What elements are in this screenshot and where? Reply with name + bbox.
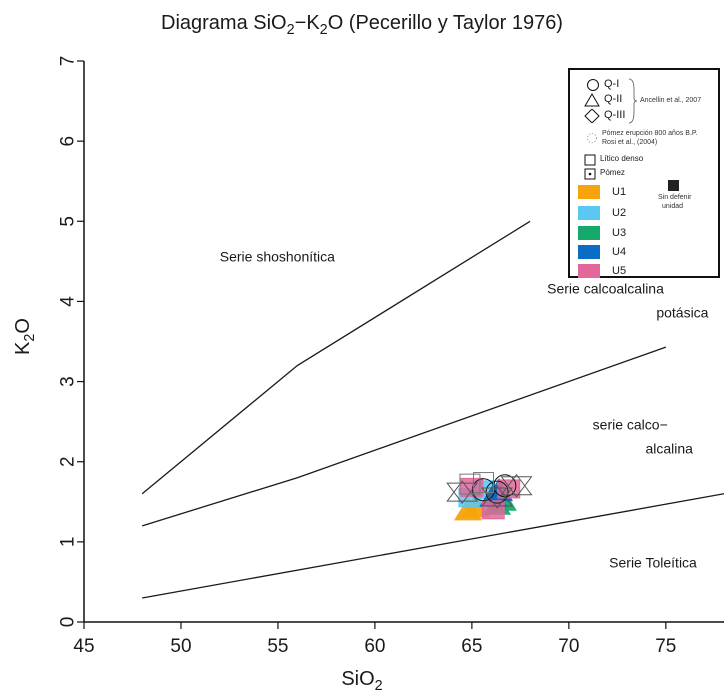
field-label: potásica — [656, 304, 708, 320]
data-point-u5 — [498, 480, 520, 498]
legend: Q-I Q-II Q-III Ancellin et al., 2007 Póm… — [568, 68, 720, 278]
swatch-u2 — [578, 206, 600, 220]
legend-q2: Q-II — [604, 93, 622, 105]
x-tick-label: 75 — [655, 636, 676, 657]
swatch-u5 — [578, 264, 600, 278]
legend-u1: U1 — [612, 186, 626, 198]
legend-u5: U5 — [612, 265, 626, 277]
legend-u4: U4 — [612, 246, 626, 258]
legend-pomez-rosi-1: Pómez erupción 800 años B.P. — [602, 130, 698, 138]
legend-q3: Q-III — [604, 109, 625, 121]
y-tick-label: 4 — [58, 296, 79, 307]
legend-q1: Q-I — [604, 78, 619, 90]
y-tick-label: 1 — [58, 537, 79, 548]
field-label: Serie Toleítica — [609, 555, 697, 571]
triangle-icon — [584, 93, 600, 107]
boundary-line — [142, 347, 666, 526]
x-tick-label: 65 — [461, 636, 482, 657]
legend-u3: U3 — [612, 227, 626, 239]
field-label: alcalina — [645, 441, 693, 457]
y-axis-label: K2O — [12, 318, 38, 355]
legend-sin-defenir-1: Sin defenir — [658, 194, 691, 202]
field-label: Serie calcoalcalina — [547, 280, 664, 296]
boundary-line — [142, 494, 724, 598]
y-tick-label: 5 — [58, 216, 79, 227]
x-tick-label: 60 — [364, 636, 385, 657]
legend-litico: Lítico denso — [600, 154, 643, 163]
y-tick-label: 6 — [58, 136, 79, 147]
y-tick-label: 2 — [58, 456, 79, 467]
legend-pomez-rosi-2: Rosi et al., (2004) — [602, 139, 657, 147]
legend-ancellin: Ancellin et al., 2007 — [640, 97, 701, 105]
dotted-square-icon — [584, 168, 596, 180]
circle-icon — [586, 78, 600, 92]
field-label: serie calco− — [593, 417, 668, 433]
legend-sin-defenir-2: unidad — [662, 203, 683, 211]
legend-u2: U2 — [612, 207, 626, 219]
swatch-sin-defenir — [668, 180, 679, 191]
x-axis-label: SiO2 — [341, 668, 382, 694]
x-tick-label: 45 — [73, 636, 94, 657]
y-tick-label: 7 — [58, 56, 79, 67]
diamond-icon — [584, 109, 600, 123]
boundary-line — [142, 221, 530, 493]
swatch-u3 — [578, 226, 600, 240]
swatch-u1 — [578, 185, 600, 199]
swatch-u4 — [578, 245, 600, 259]
y-tick-label: 0 — [58, 617, 79, 628]
dotted-circle-icon — [586, 132, 598, 144]
x-tick-label: 50 — [170, 636, 191, 657]
field-label: Serie shoshonítica — [220, 248, 335, 264]
bracket-icon — [628, 78, 638, 124]
x-tick-label: 70 — [558, 636, 579, 657]
y-tick-label: 3 — [58, 376, 79, 387]
legend-pomez: Pómez — [600, 168, 625, 177]
square-icon — [584, 154, 596, 166]
x-tick-label: 55 — [267, 636, 288, 657]
